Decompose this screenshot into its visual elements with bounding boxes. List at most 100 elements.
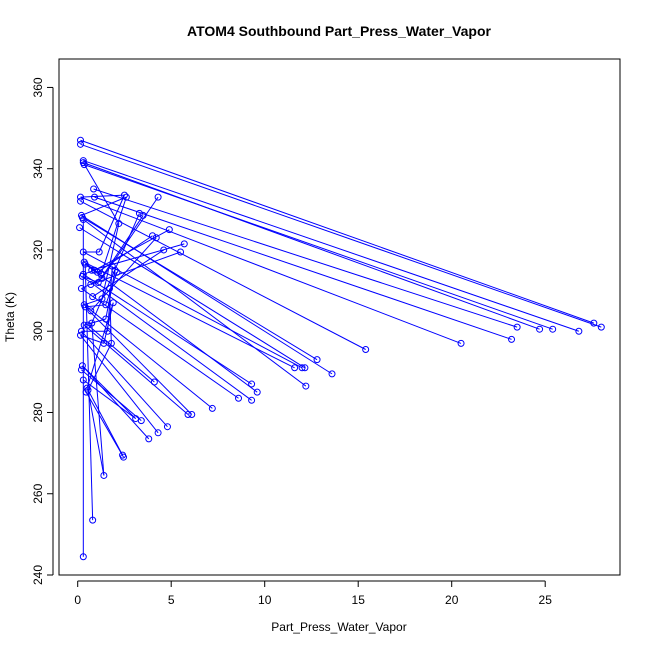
data-point-78 <box>208 404 216 412</box>
connector-line-53 <box>81 196 127 216</box>
data-point-4 <box>80 161 88 169</box>
data-point-93 <box>536 325 544 333</box>
data-point-69 <box>180 240 188 248</box>
data-point-46 <box>95 248 103 256</box>
connector-line-17 <box>82 275 252 401</box>
data-point-67 <box>165 226 173 234</box>
data-point-35 <box>84 321 92 329</box>
connector-line-45 <box>101 223 120 299</box>
data-point-24 <box>78 362 86 370</box>
y-tick-label-1: 260 <box>31 483 45 503</box>
connector-line-51 <box>82 162 120 224</box>
data-point-43 <box>94 278 102 286</box>
x-axis-label: Part_Press_Water_Vapor <box>271 620 406 634</box>
connector-line-32 <box>91 323 105 476</box>
connector-line-37 <box>90 251 181 285</box>
data-point-61 <box>135 209 143 217</box>
x-tick-label-1: 5 <box>168 593 175 607</box>
data-point-91 <box>508 335 516 343</box>
data-point-74 <box>154 429 162 437</box>
plot-frame <box>58 58 621 576</box>
data-point-48 <box>102 301 110 309</box>
data-point-7 <box>77 193 85 201</box>
data-point-82 <box>253 388 261 396</box>
connector-line-33 <box>87 324 155 383</box>
connector-line-12 <box>79 227 306 369</box>
x-tick-label-0: 0 <box>74 593 81 607</box>
data-point-50 <box>104 327 112 335</box>
y-tick-label-0: 240 <box>31 565 45 585</box>
data-point-26 <box>79 376 87 384</box>
data-point-87 <box>313 356 321 364</box>
y-axis: 240 260 280 300 320 340 360 <box>31 77 54 585</box>
connector-line-40 <box>97 235 153 273</box>
y-tick-label-4: 320 <box>31 240 45 260</box>
connector-line-2 <box>83 160 580 332</box>
data-point-1 <box>77 140 85 148</box>
data-point-53 <box>105 285 113 293</box>
data-point-47 <box>98 295 106 303</box>
connector-line-64 <box>80 334 105 344</box>
data-point-72 <box>137 417 145 425</box>
data-point-11 <box>79 215 87 223</box>
data-point-75 <box>163 423 171 431</box>
x-tick-label-5: 25 <box>539 593 553 607</box>
data-point-17 <box>78 272 86 280</box>
connector-line-52 <box>80 194 125 198</box>
connector-line-29 <box>87 390 105 476</box>
data-point-21 <box>80 321 88 329</box>
connector-line-3 <box>84 164 553 330</box>
x-tick-label-3: 15 <box>352 593 366 607</box>
data-point-88 <box>328 370 336 378</box>
connector-line-1 <box>80 143 602 328</box>
data-point-51 <box>107 339 115 347</box>
data-point-12 <box>76 224 84 232</box>
connector-line-0 <box>80 139 594 324</box>
connector-line-16 <box>83 273 252 385</box>
connector-line-59 <box>81 277 103 290</box>
data-point-52 <box>100 339 108 347</box>
data-point-34 <box>120 453 128 461</box>
data-point-70 <box>150 378 158 386</box>
connector-line-66 <box>87 343 112 391</box>
connector-line-23 <box>80 334 159 434</box>
data-point-44 <box>98 274 106 282</box>
connector-line-22 <box>81 330 168 428</box>
chart-title: ATOM4 Southbound Part_Press_Water_Vapor <box>187 23 491 39</box>
data-point-27 <box>82 388 90 396</box>
data-point-77 <box>188 411 196 419</box>
connector-line-21 <box>83 324 189 415</box>
data-point-39 <box>87 280 95 288</box>
data-point-90 <box>457 339 465 347</box>
y-tick-label-2: 280 <box>31 402 45 422</box>
data-point-25 <box>77 366 85 374</box>
data-point-76 <box>184 411 192 419</box>
connector-line-6 <box>94 196 512 340</box>
data-point-96 <box>590 319 598 327</box>
data-point-8 <box>77 197 85 205</box>
data-point-42 <box>93 268 101 276</box>
data-point-89 <box>362 346 370 354</box>
data-point-79 <box>235 394 243 402</box>
data-point-86 <box>302 382 310 390</box>
data-point-32 <box>100 471 108 479</box>
connector-line-4 <box>83 162 540 330</box>
data-point-92 <box>513 323 521 331</box>
data-point-85 <box>301 364 309 372</box>
connector-line-42 <box>101 196 159 279</box>
data-point-94 <box>549 325 557 333</box>
data-point-65 <box>154 193 162 201</box>
data-point-97 <box>597 323 605 331</box>
connector-line-24 <box>82 365 150 440</box>
y-axis-label: Theta (K) <box>3 292 17 342</box>
data-point-31 <box>89 516 97 524</box>
connector-line-34 <box>91 213 140 324</box>
data-point-83 <box>291 364 299 372</box>
x-axis: 0 5 10 15 20 25 <box>74 580 553 607</box>
data-point-59 <box>120 191 128 199</box>
data-point-73 <box>145 435 153 443</box>
data-point-23 <box>77 331 85 339</box>
x-tick-label-2: 10 <box>258 593 272 607</box>
data-point-13 <box>79 248 87 256</box>
